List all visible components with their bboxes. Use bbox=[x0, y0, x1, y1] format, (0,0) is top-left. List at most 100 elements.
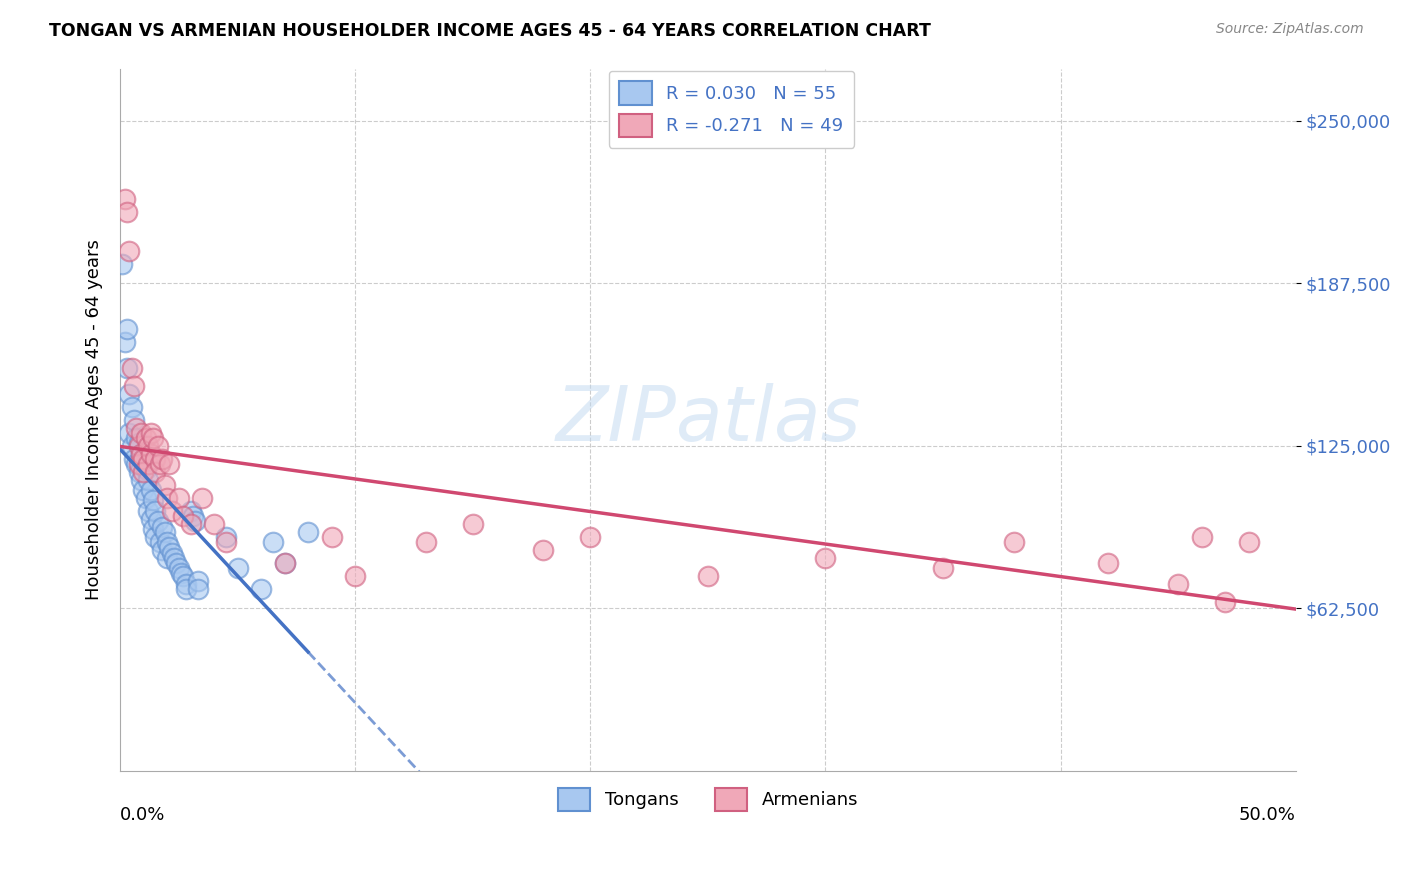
Point bbox=[153, 478, 176, 492]
Point bbox=[146, 439, 169, 453]
Point bbox=[202, 516, 225, 531]
Point bbox=[174, 582, 197, 596]
Point bbox=[174, 576, 197, 591]
Point bbox=[156, 535, 179, 549]
Point bbox=[215, 535, 238, 549]
Point bbox=[531, 543, 554, 558]
Point bbox=[136, 457, 159, 471]
Point bbox=[344, 569, 367, 583]
Point bbox=[139, 447, 162, 461]
Point bbox=[143, 451, 166, 466]
Point bbox=[180, 516, 202, 531]
Text: TONGAN VS ARMENIAN HOUSEHOLDER INCOME AGES 45 - 64 YEARS CORRELATION CHART: TONGAN VS ARMENIAN HOUSEHOLDER INCOME AG… bbox=[49, 22, 931, 40]
Point bbox=[150, 543, 173, 558]
Point bbox=[156, 491, 179, 505]
Point bbox=[135, 462, 157, 476]
Point bbox=[149, 457, 172, 471]
Point bbox=[136, 473, 159, 487]
Point bbox=[132, 465, 155, 479]
Point bbox=[122, 451, 145, 466]
Point bbox=[114, 334, 136, 349]
Point bbox=[149, 535, 172, 549]
Point bbox=[170, 566, 193, 581]
Point bbox=[128, 457, 150, 471]
Point bbox=[136, 504, 159, 518]
Point bbox=[932, 561, 955, 575]
Point bbox=[153, 524, 176, 539]
Point bbox=[156, 550, 179, 565]
Point bbox=[139, 483, 162, 497]
Point bbox=[142, 431, 165, 445]
Point bbox=[122, 413, 145, 427]
Point bbox=[181, 509, 204, 524]
Legend: Tongans, Armenians: Tongans, Armenians bbox=[551, 780, 865, 818]
Point bbox=[121, 439, 143, 453]
Point bbox=[129, 473, 152, 487]
Point bbox=[143, 530, 166, 544]
Point bbox=[125, 420, 148, 434]
Point bbox=[1213, 595, 1236, 609]
Point bbox=[115, 322, 138, 336]
Point bbox=[696, 569, 718, 583]
Point bbox=[172, 569, 194, 583]
Point bbox=[118, 244, 141, 258]
Point bbox=[122, 379, 145, 393]
Point bbox=[579, 530, 602, 544]
Text: ZIPatlas: ZIPatlas bbox=[555, 383, 860, 457]
Point bbox=[1191, 530, 1213, 544]
Point bbox=[163, 550, 186, 565]
Point bbox=[187, 582, 209, 596]
Point bbox=[142, 493, 165, 508]
Point bbox=[321, 530, 343, 544]
Point bbox=[262, 535, 284, 549]
Point bbox=[132, 483, 155, 497]
Y-axis label: Householder Income Ages 45 - 64 years: Householder Income Ages 45 - 64 years bbox=[86, 239, 103, 600]
Point bbox=[1237, 535, 1260, 549]
Point bbox=[814, 550, 837, 565]
Text: Source: ZipAtlas.com: Source: ZipAtlas.com bbox=[1216, 22, 1364, 37]
Point bbox=[135, 431, 157, 445]
Point bbox=[118, 425, 141, 440]
Point bbox=[150, 451, 173, 466]
Point bbox=[114, 192, 136, 206]
Point bbox=[128, 436, 150, 450]
Point bbox=[187, 574, 209, 589]
Point bbox=[215, 530, 238, 544]
Point bbox=[167, 491, 190, 505]
Point bbox=[150, 519, 173, 533]
Point bbox=[1167, 576, 1189, 591]
Point bbox=[415, 535, 437, 549]
Point bbox=[160, 504, 183, 518]
Point bbox=[121, 400, 143, 414]
Point bbox=[135, 491, 157, 505]
Point bbox=[129, 447, 152, 461]
Point bbox=[111, 257, 134, 271]
Point bbox=[226, 561, 249, 575]
Point bbox=[136, 439, 159, 453]
Point bbox=[132, 451, 155, 466]
Point bbox=[273, 556, 295, 570]
Point bbox=[167, 561, 190, 575]
Point bbox=[129, 447, 152, 461]
Point bbox=[172, 509, 194, 524]
Point bbox=[191, 491, 214, 505]
Point bbox=[165, 556, 187, 570]
Point bbox=[157, 541, 180, 555]
Point bbox=[461, 516, 484, 531]
Point bbox=[129, 425, 152, 440]
Point bbox=[132, 451, 155, 466]
Point bbox=[115, 204, 138, 219]
Text: 0.0%: 0.0% bbox=[120, 806, 166, 824]
Point bbox=[142, 522, 165, 536]
Point bbox=[143, 465, 166, 479]
Point bbox=[115, 360, 138, 375]
Point bbox=[180, 504, 202, 518]
Point bbox=[273, 556, 295, 570]
Point bbox=[125, 457, 148, 471]
Point bbox=[184, 514, 207, 528]
Text: 50.0%: 50.0% bbox=[1239, 806, 1296, 824]
Point bbox=[128, 439, 150, 453]
Point bbox=[157, 457, 180, 471]
Point bbox=[139, 425, 162, 440]
Point bbox=[250, 582, 273, 596]
